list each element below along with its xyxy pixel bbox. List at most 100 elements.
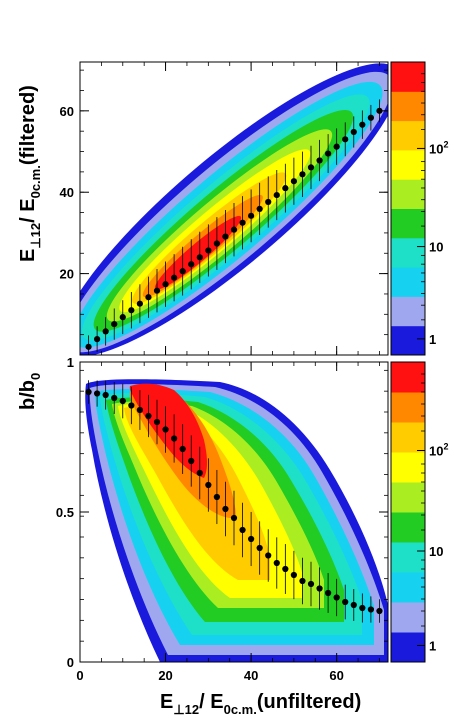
mean-point [282,185,289,192]
colorbar-tick-label: 102 [429,442,448,459]
mean-point [367,606,374,613]
y-tick-label: 20 [60,267,74,282]
bottom-ylabel-sub: 0 [28,373,43,380]
bottom-xlabel-tail: (unfiltered) [257,691,361,713]
bottom-contours [85,379,388,662]
mean-point [333,143,340,150]
mean-point [136,300,143,307]
mean-point [94,390,101,397]
y-tick-label: 0.5 [56,505,74,520]
mean-point [359,121,366,128]
top-contours [80,63,388,355]
mean-point [307,580,315,588]
mean-point [265,198,272,206]
colorbar-segment [391,602,425,633]
top-ylabel: E⊥12/ E0c.m.(filtered) [17,85,43,262]
colorbar-segment [391,296,425,327]
mean-point [299,577,306,585]
mean-point [316,157,323,164]
mean-point [188,457,195,465]
colorbar-segment [391,392,425,423]
mean-point [196,254,203,261]
mean-point [256,205,263,213]
mean-point [171,274,178,281]
x-tick-label: 20 [158,668,172,683]
bottom-contour-level-10 [129,383,207,478]
mean-point [145,412,152,420]
mean-point [376,607,383,615]
colorbar-tick-label: 102 [429,139,448,156]
mean-point [230,226,238,233]
colorbar-tick-exponent: 2 [443,442,448,452]
colorbar-segment [391,149,425,180]
mean-point [111,394,118,402]
mean-point [239,526,246,534]
x-tick-label: 40 [244,668,258,683]
mean-point [102,328,109,335]
mean-point [342,598,349,606]
y-tick-label: 40 [60,185,74,200]
mean-point [273,191,280,199]
x-tick-label: 60 [329,668,343,683]
mean-point [85,343,92,350]
top-ylabel-slash: / E [17,198,39,222]
top-ylabel-sub2: 0c.m. [28,165,43,198]
mean-point [316,585,323,592]
mean-point [325,589,332,597]
colorbar-segment [391,91,425,122]
mean-point [273,559,280,567]
mean-point [128,307,135,314]
top-ylabel-main: E [17,249,39,262]
mean-point [367,114,374,121]
colorbar-tick-exponent: 2 [443,139,448,149]
mean-point [350,601,357,609]
mean-point [222,505,229,513]
colorbar-segment [391,542,425,573]
colorbar-segment [391,120,425,151]
mean-point [153,418,161,426]
colorbar-tick-base: 10 [429,141,443,156]
mean-point [256,544,263,552]
mean-point [162,281,169,288]
colorbar-segment [391,452,425,483]
bottom-xlabel-main: E [160,691,173,713]
y-tick-label: 60 [60,104,74,119]
colorbar-segment [391,179,425,209]
mean-point [248,212,255,219]
mean-point [299,171,306,178]
mean-point [179,268,186,275]
bottom-colorbar-frame [390,361,426,663]
y-tick-label: 0 [67,655,74,670]
colorbar-segment [391,267,425,297]
colorbar-segment [391,362,425,393]
mean-point [188,261,195,268]
mean-point [342,136,349,143]
mean-point [307,164,315,171]
colorbar-segment [391,422,425,453]
colorbar-segment [391,62,425,92]
top-mean-points [85,107,383,350]
bottom-mean-points [85,388,383,615]
x-tick-label: 0 [76,668,83,683]
mean-point [325,150,332,157]
mean-point [179,445,186,453]
mean-point [350,128,357,136]
mean-point [196,469,203,477]
mean-point [205,481,212,489]
mean-point [119,314,126,321]
top-contour-level-10 [154,215,242,290]
colorbar-segment [391,572,425,603]
colorbar-segment [391,512,425,543]
mean-point [213,240,220,247]
bottom-error-bars [88,380,380,623]
mean-point [111,320,118,328]
colorbar-tick-label: 1 [429,332,436,347]
bottom-xlabel-slash: / E [199,691,223,713]
mean-point [213,493,220,501]
mean-point [239,219,246,226]
colorbar-segment [391,325,425,356]
bottom-ylabel: b/b0 [17,373,43,410]
top-colorbar-frame [390,61,426,356]
